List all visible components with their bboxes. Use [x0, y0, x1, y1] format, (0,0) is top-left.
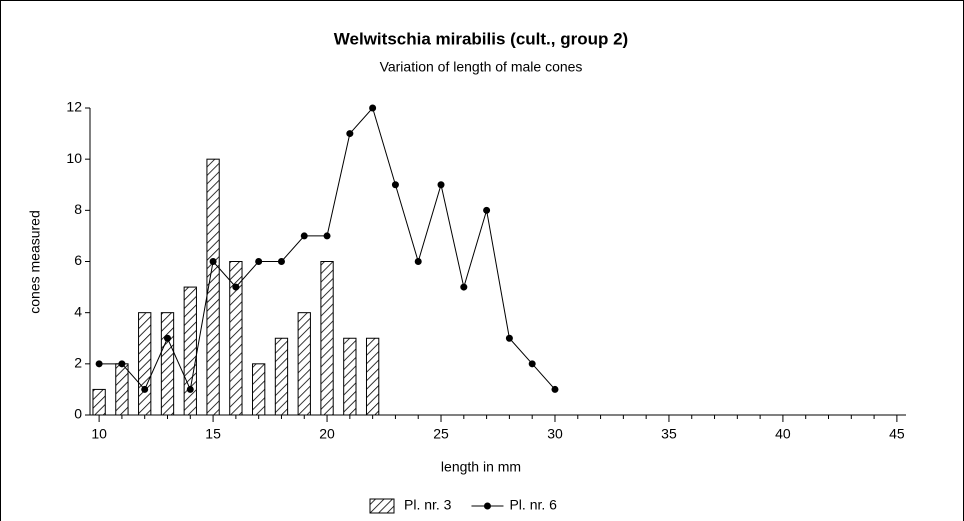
point	[95, 360, 103, 368]
point	[369, 104, 377, 112]
x-axis-label: length in mm	[441, 459, 521, 475]
point	[118, 360, 126, 368]
point	[437, 181, 445, 189]
y-tick-label: 2	[74, 355, 82, 371]
legend-label: Pl. nr. 3	[404, 497, 452, 513]
y-tick-label: 4	[74, 303, 82, 319]
bar	[365, 337, 380, 416]
point	[346, 130, 354, 138]
bar	[274, 337, 289, 416]
point	[551, 385, 559, 393]
y-tick-label: 10	[66, 150, 82, 166]
point	[232, 283, 240, 291]
point	[277, 258, 285, 265]
point	[460, 283, 468, 291]
x-tick-label: 40	[775, 426, 791, 442]
y-tick-label: 0	[74, 406, 82, 422]
bar	[92, 388, 106, 416]
point	[528, 360, 536, 368]
x-tick-label: 25	[433, 426, 449, 442]
y-axis-label: cones measured	[27, 210, 43, 314]
bar	[206, 158, 220, 416]
x-tick-label: 30	[547, 426, 563, 442]
bar	[138, 312, 152, 416]
x-tick-label: 45	[889, 426, 905, 442]
point	[186, 385, 194, 393]
point	[483, 206, 491, 214]
x-tick-label: 10	[91, 426, 107, 442]
legend-swatch	[369, 498, 395, 514]
legend-label: Pl. nr. 6	[509, 497, 557, 513]
point	[141, 385, 149, 393]
chart-subtitle: Variation of length of male cones	[380, 59, 583, 75]
bar	[229, 261, 243, 416]
point	[255, 258, 263, 265]
bar	[115, 363, 129, 416]
legend-point	[483, 502, 491, 510]
bar	[343, 337, 357, 416]
point	[414, 258, 422, 265]
y-tick-label: 8	[74, 201, 82, 217]
point	[505, 334, 513, 342]
point	[300, 232, 308, 240]
y-tick-label: 6	[74, 252, 82, 268]
chart-title: Welwitschia mirabilis (cult., group 2)	[334, 29, 628, 48]
bar	[160, 312, 175, 416]
bar	[320, 261, 334, 416]
point	[391, 181, 399, 189]
bar	[252, 363, 266, 416]
bar	[183, 286, 197, 416]
point	[163, 334, 171, 342]
point	[323, 232, 331, 240]
bar	[297, 312, 311, 416]
point	[209, 258, 217, 265]
x-tick-label: 20	[319, 426, 335, 442]
y-tick-label: 12	[66, 99, 82, 115]
x-tick-label: 15	[205, 426, 221, 442]
x-tick-label: 35	[661, 426, 677, 442]
